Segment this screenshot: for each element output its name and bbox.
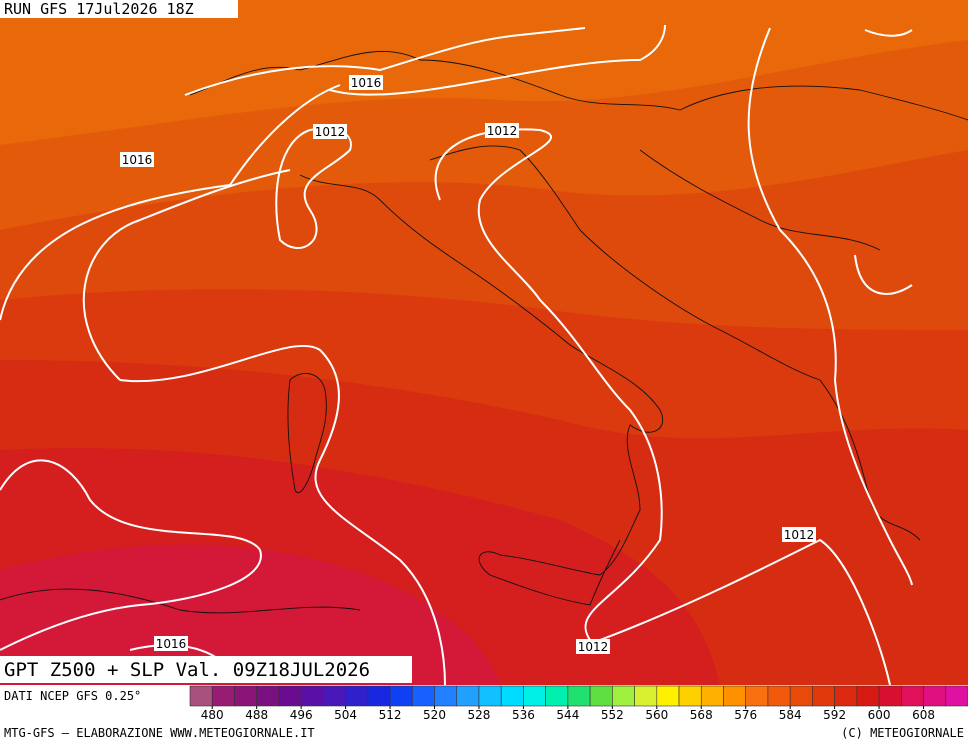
- tick-label: 544: [556, 708, 579, 722]
- isobar: [599, 538, 891, 686]
- isobar-label: 1012: [315, 125, 346, 139]
- isobar-labels: 1016 1012 1016 1012 1012 1012 1016: [120, 75, 816, 654]
- tick-label: 592: [823, 708, 846, 722]
- tick-label: 520: [423, 708, 446, 722]
- coastline: [0, 588, 361, 614]
- color-swatch: [389, 685, 413, 707]
- color-swatch: [878, 685, 902, 707]
- run-label: RUN GFS 17Jul2026 18Z: [4, 0, 194, 18]
- color-swatch: [456, 685, 480, 707]
- geopotential-field: [0, 0, 968, 685]
- border: [189, 51, 968, 121]
- color-swatch: [856, 685, 880, 707]
- isobar: [329, 24, 666, 96]
- color-swatch: [545, 685, 569, 707]
- source-label: DATI NCEP GFS 0.25°: [4, 689, 141, 703]
- isobar: [434, 128, 663, 641]
- isobar: [82, 169, 291, 381]
- isobar-label-box: [782, 527, 816, 542]
- isobar: [747, 27, 913, 586]
- isobar: [184, 27, 586, 96]
- color-swatch: [812, 685, 835, 707]
- isobar-label: 1012: [784, 528, 815, 542]
- color-swatch: [767, 685, 791, 707]
- isobar: [854, 254, 913, 295]
- color-swatch: [345, 685, 369, 707]
- tick-label: 600: [868, 708, 891, 722]
- color-swatch: [656, 685, 680, 707]
- color-swatch: [834, 685, 858, 707]
- band: [860, 508, 968, 685]
- color-swatch: [234, 685, 257, 707]
- tick-label: 480: [201, 708, 224, 722]
- tick-label: 528: [468, 708, 491, 722]
- isobar-label: 1016: [351, 76, 382, 90]
- isobar: [864, 29, 913, 37]
- color-swatch: [323, 685, 346, 707]
- color-swatch: [256, 685, 280, 707]
- isobar: [0, 459, 262, 651]
- map-title: GPT Z500 + SLP Val. 09Z18JUL2026: [4, 659, 370, 681]
- tick-label: 560: [645, 708, 668, 722]
- color-swatch: [745, 685, 769, 707]
- colorbar: 480 488 496 504 512 520 528 536 544 552 560 568 576 5…: [189, 685, 968, 722]
- tick-label: 552: [601, 708, 624, 722]
- island: [287, 373, 327, 493]
- tick-label: 488: [245, 708, 268, 722]
- isobar-label-box: [154, 636, 188, 651]
- color-swatch: [634, 685, 658, 707]
- isobar: [275, 127, 352, 250]
- color-swatch: [923, 685, 947, 707]
- isobar-label-box: [120, 152, 154, 167]
- isobar-label-box: [576, 639, 610, 654]
- color-swatch: [211, 685, 235, 707]
- color-swatch: [612, 685, 635, 707]
- title-box: [0, 656, 412, 683]
- isobar-label-box: [349, 75, 383, 90]
- color-swatch: [300, 685, 324, 707]
- footer-right: (C) METEOGIORNALE: [841, 726, 964, 740]
- color-swatch: [523, 685, 546, 707]
- band: [0, 544, 500, 685]
- tick-label: 576: [734, 708, 757, 722]
- color-swatch: [901, 685, 924, 707]
- color-swatch: [567, 685, 591, 707]
- tick-label: 536: [512, 708, 535, 722]
- isobar-label: 1012: [487, 124, 518, 138]
- color-swatch: [278, 685, 302, 707]
- color-swatch: [945, 685, 968, 707]
- color-swatch: [678, 685, 702, 707]
- isobar-label: 1012: [578, 640, 609, 654]
- isobar-label-box: [485, 123, 519, 138]
- header-box: [0, 0, 238, 18]
- color-swatch: [189, 685, 213, 707]
- color-swatch: [700, 685, 724, 707]
- color-swatch: [589, 685, 613, 707]
- color-swatch: [789, 685, 813, 707]
- color-swatch: [500, 685, 524, 707]
- color-swatch: [723, 685, 747, 707]
- isobar: [119, 344, 446, 686]
- color-swatch: [434, 685, 458, 707]
- tick-label: 512: [379, 708, 402, 722]
- color-swatch: [411, 685, 435, 707]
- tick-label: 496: [290, 708, 313, 722]
- footer-left: MTG-GFS — ELABORAZIONE WWW.METEOGIORNALE…: [4, 726, 315, 740]
- isobar-label: 1016: [122, 153, 153, 167]
- coastline: [299, 174, 664, 606]
- isobar-label-box: [313, 124, 347, 139]
- tick-label: 608: [912, 708, 935, 722]
- isobar-label: 1016: [156, 637, 187, 651]
- border: [639, 149, 881, 251]
- isobar: [0, 84, 341, 321]
- tick-label: 568: [690, 708, 713, 722]
- color-swatch: [367, 685, 391, 707]
- color-swatch: [478, 685, 502, 707]
- tick-label: 504: [334, 708, 357, 722]
- tick-label: 584: [779, 708, 802, 722]
